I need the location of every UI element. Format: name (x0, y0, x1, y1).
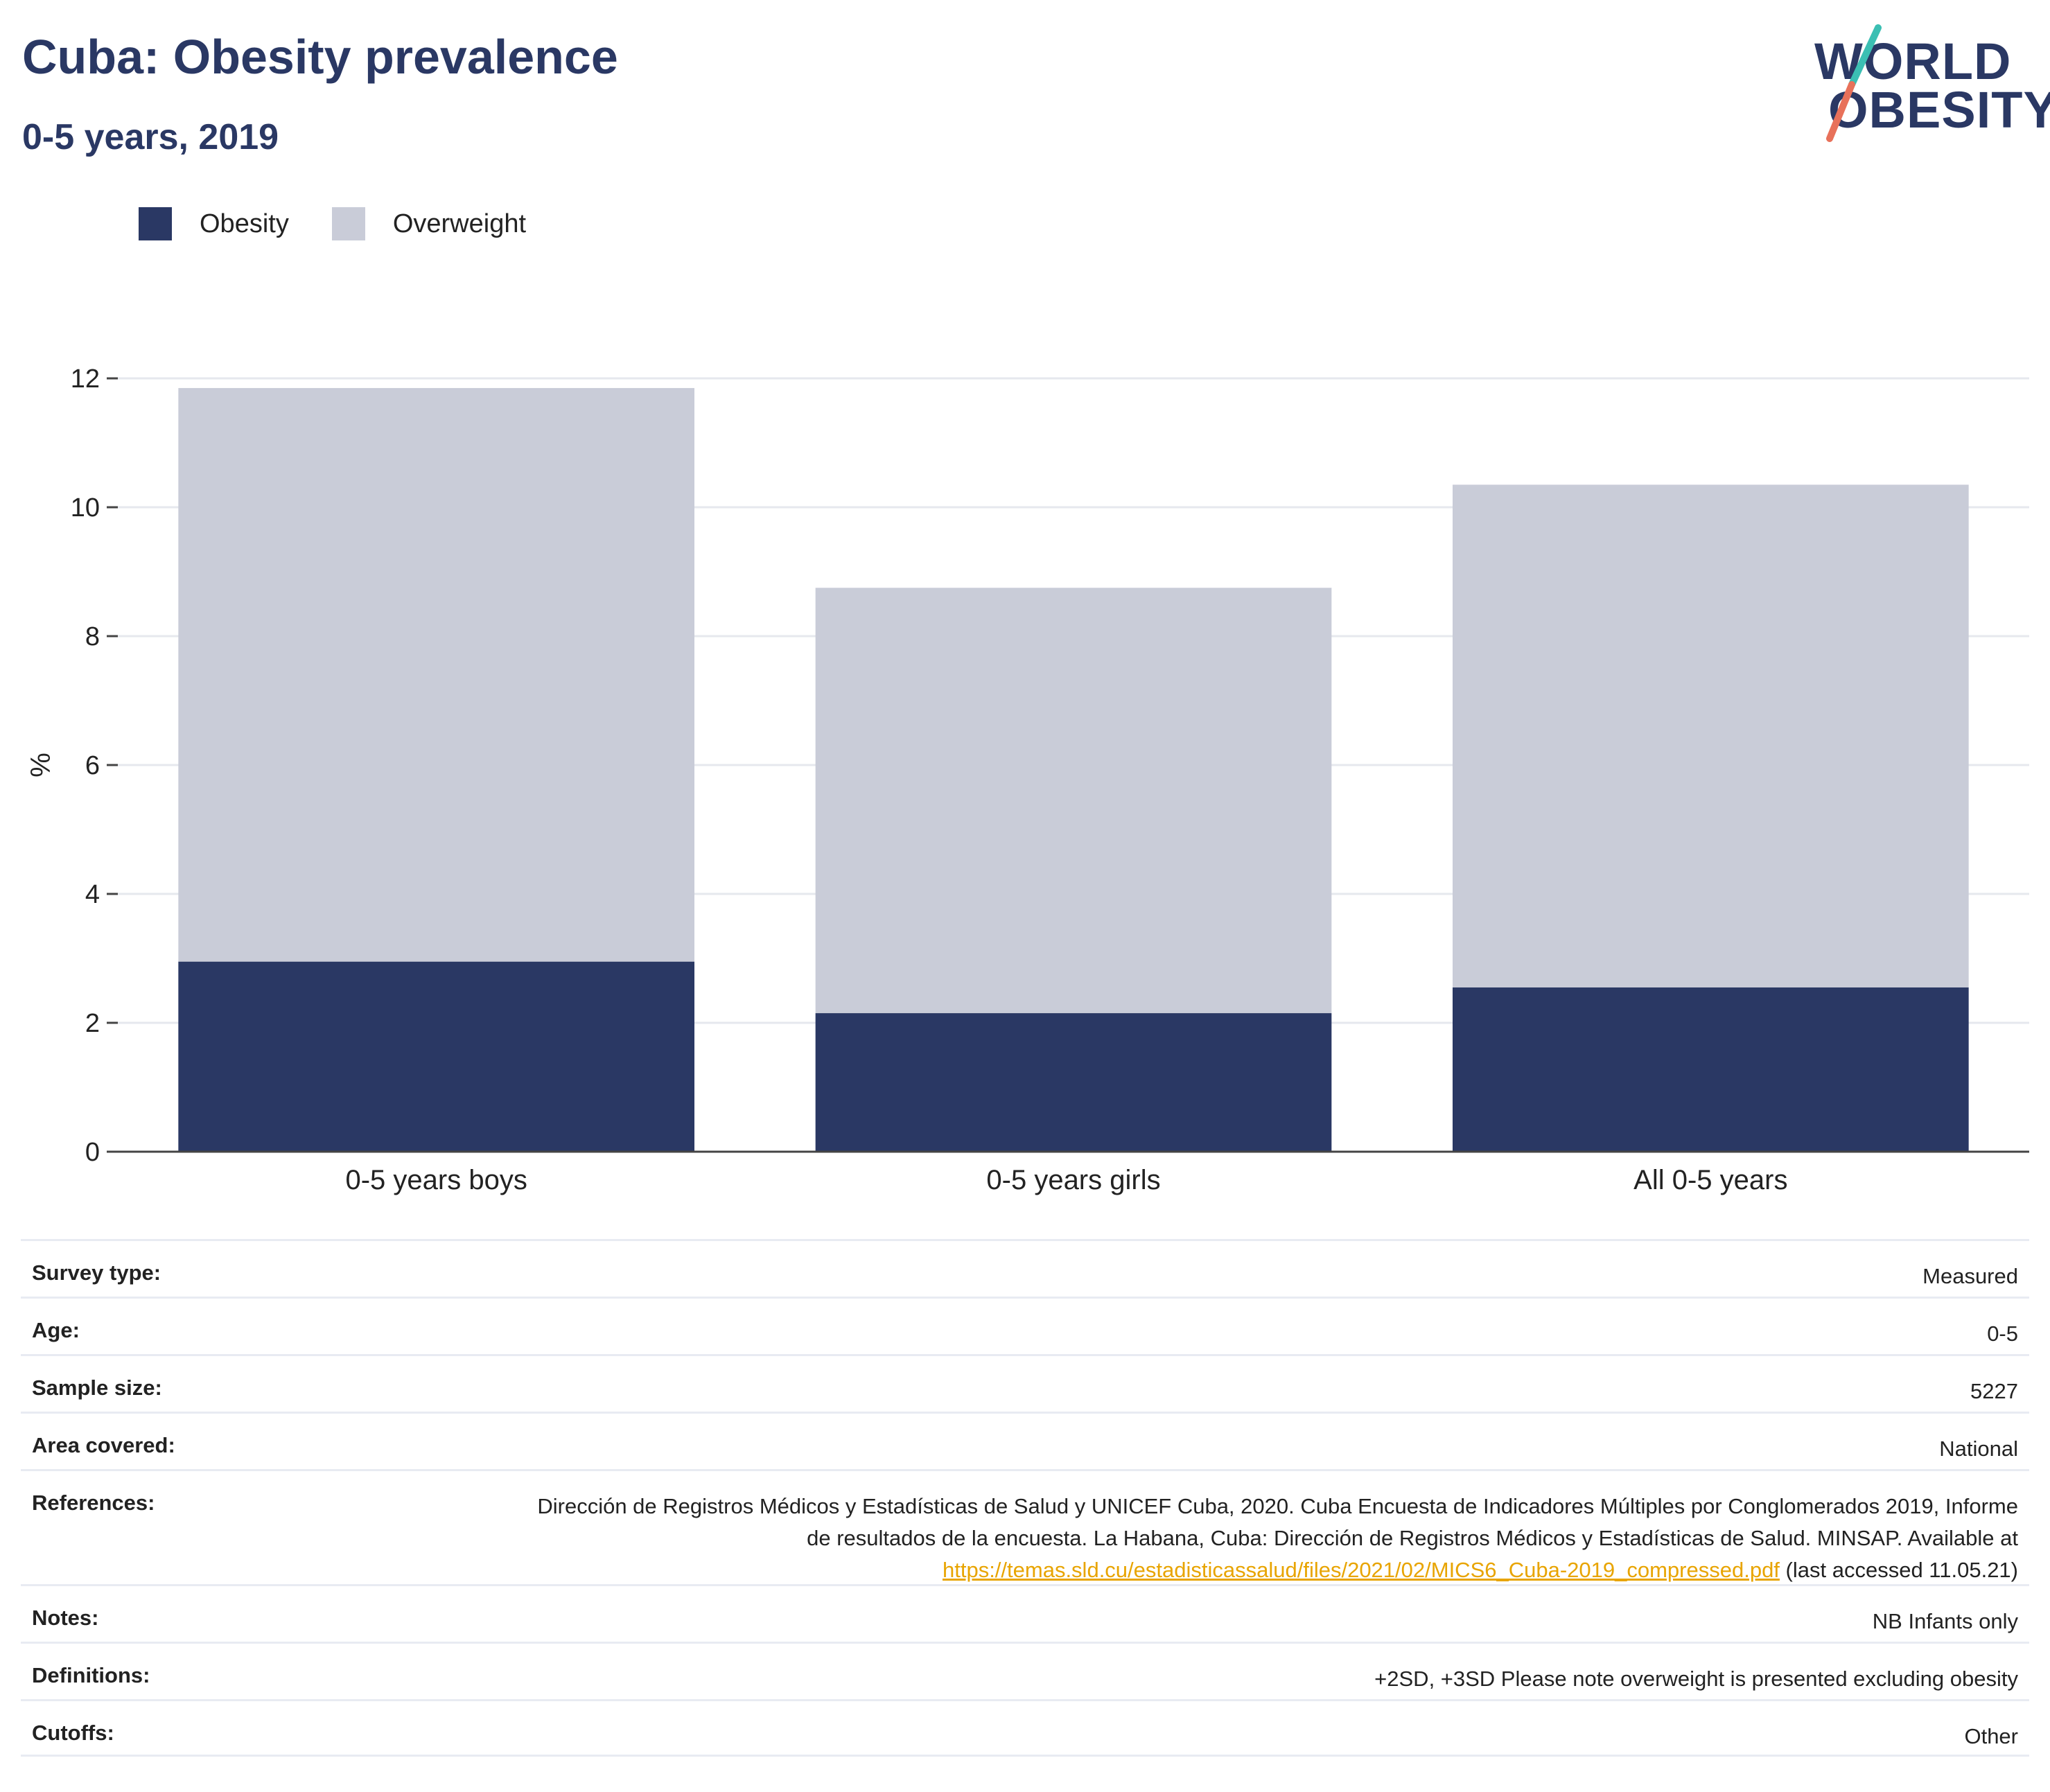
logo-slash-icon (1826, 24, 1882, 142)
y-tick-label: 0 (85, 1138, 100, 1167)
bar-obesity (178, 961, 694, 1152)
y-tick-label: 6 (85, 751, 100, 780)
bar-overweight (178, 387, 694, 962)
legend-item-obesity[interactable]: Obesity (139, 207, 289, 240)
info-row-sample-size: Sample size: 5227 (21, 1354, 2029, 1412)
info-value: +2SD, +3SD Please note overweight is pre… (1374, 1667, 2018, 1691)
y-tick-label: 12 (71, 364, 100, 394)
x-tick-label: 0-5 years girls (986, 1165, 1160, 1195)
info-row-definitions: Definitions: +2SD, +3SD Please note over… (21, 1642, 2029, 1699)
legend-swatch-obesity (139, 207, 172, 240)
info-value: National (1939, 1437, 2018, 1461)
bar-obesity (815, 1013, 1332, 1152)
logo-line-1: WORLD (1814, 33, 2012, 90)
bar-obesity (1453, 987, 1969, 1152)
references-link[interactable]: https://temas.sld.cu/estadisticassalud/f… (942, 1558, 1780, 1582)
x-tick-label: 0-5 years boys (345, 1165, 527, 1195)
chart-subtitle: 0-5 years, 2019 (22, 117, 279, 157)
y-tick-label: 4 (85, 880, 100, 909)
bar-overweight (815, 588, 1332, 1014)
logo-line-2: OBESITY (1828, 81, 2050, 139)
info-row-notes: Notes: NB Infants only (21, 1584, 2029, 1642)
info-value: NB Infants only (1872, 1609, 2018, 1633)
info-key: Survey type: (32, 1260, 161, 1285)
info-row-references: References: Dirección de Registros Médic… (21, 1469, 2029, 1584)
info-row-area-covered: Area covered: National (21, 1412, 2029, 1469)
legend-label-obesity: Obesity (200, 209, 289, 238)
references-accessed: (last accessed 11.05.21) (1779, 1558, 2018, 1582)
info-key: Notes: (32, 1606, 99, 1630)
survey-info-table: Survey type: Measured Age: 0-5 Sample si… (21, 1239, 2029, 1757)
info-key: Age: (32, 1318, 80, 1342)
references-text: Dirección de Registros Médicos y Estadís… (537, 1494, 2018, 1550)
legend-swatch-overweight (331, 207, 365, 240)
bar-overweight (1453, 484, 1969, 987)
info-value: 5227 (1970, 1379, 2018, 1403)
info-row-survey-type: Survey type: Measured (21, 1239, 2029, 1297)
world-obesity-logo: WORLD OBESITY (1802, 21, 2050, 146)
y-axis-label: % (26, 753, 56, 778)
references-value: Dirección de Registros Médicos y Estadís… (528, 1471, 2029, 1584)
x-tick-label: All 0-5 years (1633, 1165, 1787, 1195)
info-row-age: Age: 0-5 (21, 1297, 2029, 1354)
info-value: Measured (1922, 1264, 2018, 1288)
info-value: Other (1964, 1724, 2018, 1748)
info-key: Area covered: (32, 1433, 175, 1457)
info-key: Cutoffs: (32, 1721, 114, 1745)
info-row-cutoffs: Cutoffs: Other (21, 1699, 2029, 1757)
stacked-bar-chart: 0 2 4 6 8 10 12% 0-5 years boys 0-5 years girls A… (26, 364, 2029, 1195)
info-key: References: (32, 1491, 155, 1515)
legend-label-overweight: Overweight (392, 209, 527, 238)
chart-title: Cuba: Obesity prevalence (22, 30, 618, 84)
legend-item-overweight[interactable]: Overweight (331, 207, 527, 240)
y-tick-label: 10 (71, 493, 100, 522)
chart-legend: Obesity Overweight (139, 207, 569, 241)
info-value: 0-5 (1987, 1321, 2018, 1346)
info-key: Sample size: (32, 1376, 162, 1400)
info-key: Definitions: (32, 1663, 150, 1687)
y-tick-label: 2 (85, 1009, 100, 1038)
y-tick-label: 8 (85, 622, 100, 651)
